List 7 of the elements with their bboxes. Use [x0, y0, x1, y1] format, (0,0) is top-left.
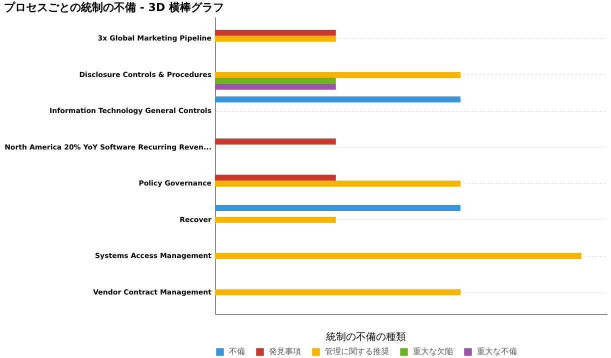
legend-label: 不備	[229, 347, 245, 356]
legend-title: 統制の不備の種類	[326, 331, 406, 343]
legend-label: 重大な不備	[477, 347, 517, 356]
text: プロセスごとの統制の不備 - 3D 横棒グラフ	[4, 1, 224, 14]
legend-label: 管理に関する推奨	[325, 347, 389, 356]
legend-label: 重大な欠陥	[413, 347, 453, 356]
legend-label: 発見事項	[269, 347, 301, 356]
